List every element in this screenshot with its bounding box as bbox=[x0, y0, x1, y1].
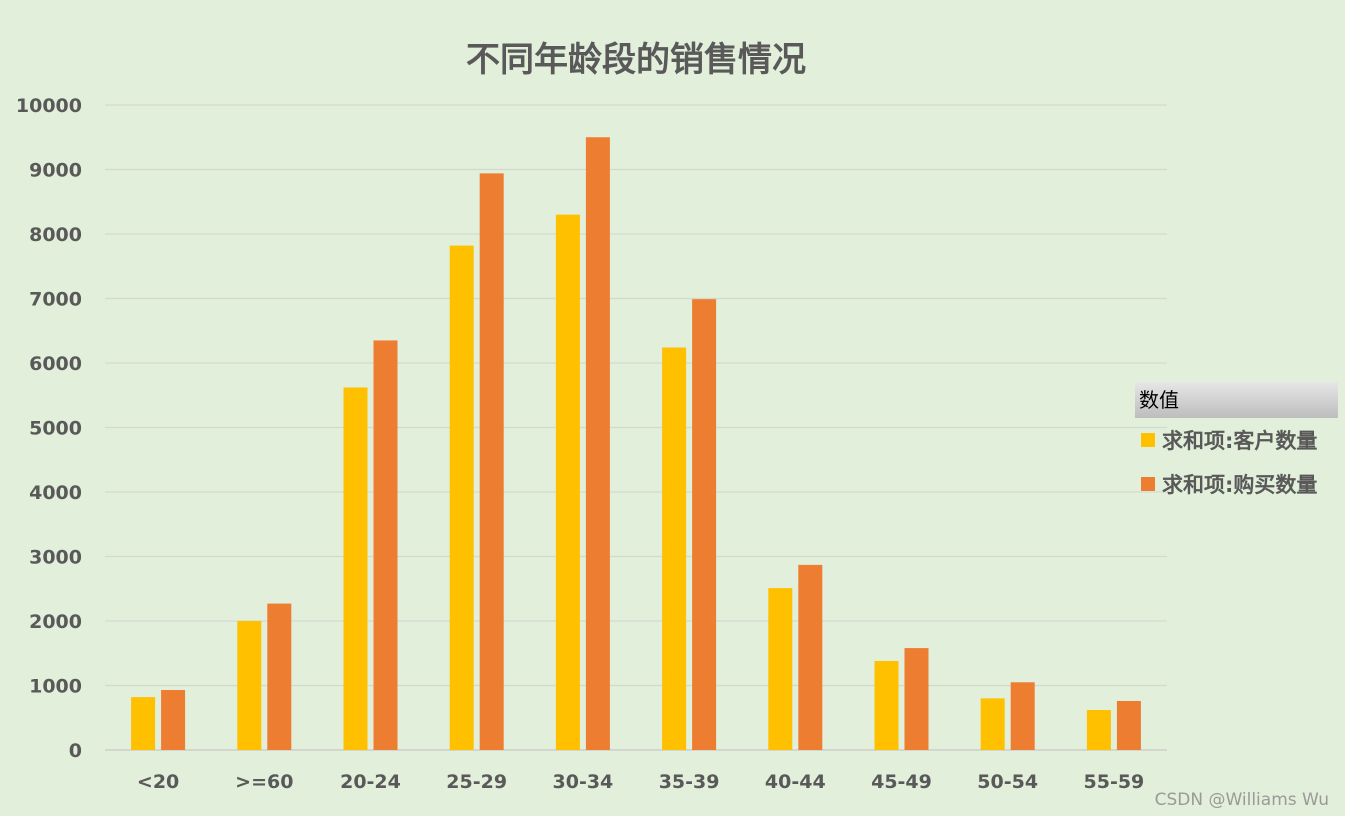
legend-swatch-customers bbox=[1141, 433, 1155, 447]
bar bbox=[131, 697, 156, 750]
y-tick-label: 7000 bbox=[29, 289, 82, 311]
bar bbox=[161, 690, 186, 750]
x-tick-label: 20-24 bbox=[340, 771, 401, 793]
x-tick-label: <20 bbox=[137, 771, 179, 793]
x-tick-label: 45-49 bbox=[871, 771, 932, 793]
bar bbox=[267, 603, 292, 750]
y-tick-label: 9000 bbox=[29, 160, 82, 182]
x-tick-label: 35-39 bbox=[659, 771, 720, 793]
x-tick-label: 40-44 bbox=[765, 771, 826, 793]
y-tick-label: 5000 bbox=[29, 418, 82, 440]
bar bbox=[662, 347, 687, 750]
bar bbox=[904, 648, 929, 750]
y-tick-label: 10000 bbox=[16, 95, 82, 117]
x-tick-label: >=60 bbox=[235, 771, 293, 793]
legend-swatch-purchases bbox=[1141, 477, 1155, 491]
bar bbox=[343, 387, 368, 750]
y-tick-label: 8000 bbox=[29, 224, 82, 246]
bar bbox=[980, 698, 1005, 750]
bar bbox=[449, 245, 474, 751]
bar bbox=[798, 564, 823, 750]
bar bbox=[874, 660, 899, 750]
bar bbox=[692, 299, 717, 750]
bar bbox=[768, 588, 793, 750]
y-tick-label: 3000 bbox=[29, 547, 82, 569]
x-tick-label: 30-34 bbox=[553, 771, 614, 793]
legend-item-purchases[interactable]: 求和项:购买数量 bbox=[1135, 462, 1338, 506]
y-tick-label: 0 bbox=[69, 740, 82, 762]
x-tick-label: 55-59 bbox=[1084, 771, 1145, 793]
y-tick-label: 4000 bbox=[29, 482, 82, 504]
bar bbox=[1010, 682, 1035, 750]
bar bbox=[1086, 710, 1111, 750]
legend-title[interactable]: 数值 bbox=[1135, 382, 1338, 418]
y-tick-label: 6000 bbox=[29, 353, 82, 375]
bar bbox=[555, 214, 580, 750]
chart-title: 不同年龄段的销售情况 bbox=[466, 40, 806, 80]
x-tick-label: 50-54 bbox=[977, 771, 1038, 793]
legend: 数值 求和项:客户数量 求和项:购买数量 bbox=[1135, 382, 1338, 506]
bar bbox=[585, 137, 610, 750]
legend-label-purchases: 求和项:购买数量 bbox=[1162, 473, 1318, 497]
legend-item-customers[interactable]: 求和项:客户数量 bbox=[1135, 418, 1338, 462]
bar bbox=[373, 340, 398, 750]
bar bbox=[237, 621, 262, 750]
y-tick-label: 1000 bbox=[29, 676, 82, 698]
bar bbox=[1116, 700, 1141, 750]
bar bbox=[479, 173, 504, 750]
legend-label-customers: 求和项:客户数量 bbox=[1162, 429, 1318, 453]
watermark: CSDN @Williams Wu bbox=[1154, 790, 1329, 810]
y-tick-label: 2000 bbox=[29, 611, 82, 633]
x-tick-label: 25-29 bbox=[446, 771, 507, 793]
